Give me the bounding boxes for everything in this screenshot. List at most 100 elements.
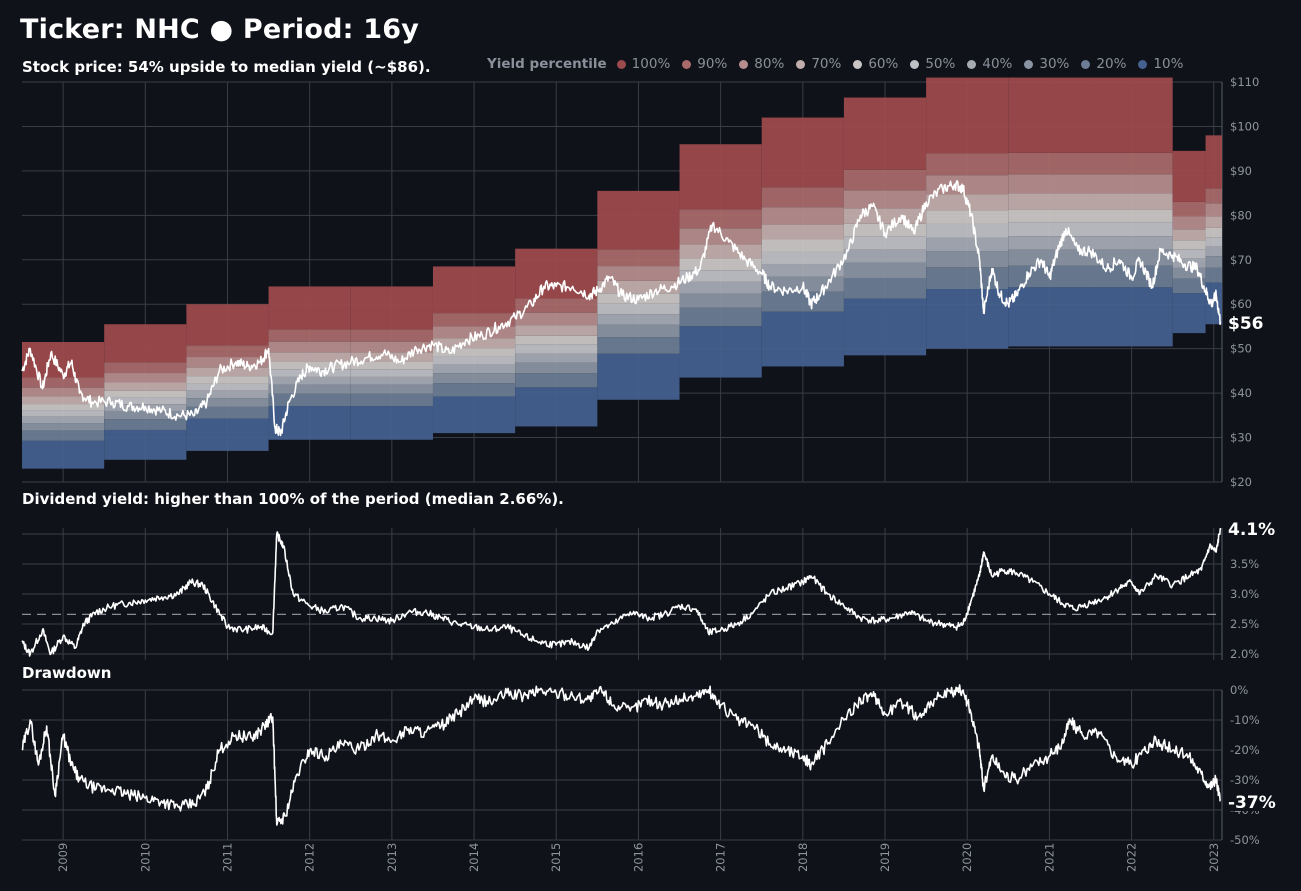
percentile-band [843, 262, 927, 278]
legend-label: 40% [982, 56, 1013, 72]
percentile-band [597, 303, 680, 315]
last-value-bg [1226, 789, 1274, 811]
percentile-band [104, 382, 187, 391]
y-tick-label: $20 [1230, 475, 1252, 489]
legend-item: 40% [967, 56, 1012, 72]
percentile-band [186, 376, 269, 384]
x-tick-label: 2015 [549, 843, 563, 872]
x-tick-label: 2012 [303, 843, 317, 872]
last-value-label: 4.1% [1228, 520, 1275, 540]
percentile-band [515, 387, 598, 427]
percentile-band [432, 364, 516, 374]
percentile-band [22, 387, 105, 397]
legend-dot-icon [616, 59, 626, 69]
percentile-band [350, 369, 433, 377]
percentile-band [432, 326, 516, 339]
percentile-band [186, 398, 269, 407]
legend-dot-icon [739, 59, 749, 69]
percentile-band [104, 362, 187, 374]
percentile-band [515, 335, 598, 345]
percentile-band [22, 416, 105, 424]
percentile-band [597, 249, 680, 267]
percentile-band [104, 390, 187, 398]
percentile-band [268, 286, 351, 330]
legend-dot-icon [682, 59, 692, 69]
yield-panel-subtitle: Dividend yield: higher than 100% of the … [22, 490, 564, 508]
percentile-band [1090, 222, 1173, 237]
percentile-band [268, 361, 351, 370]
percentile-band [761, 251, 844, 265]
yield-line [21, 527, 1222, 657]
percentile-band [432, 356, 516, 365]
percentile-band [104, 419, 187, 430]
percentile-band [926, 251, 1009, 268]
percentile-band [597, 190, 680, 250]
legend-dot-icon [1024, 59, 1034, 69]
percentile-band [350, 384, 433, 394]
percentile-band [104, 410, 187, 420]
percentile-band [515, 248, 598, 299]
legend-label: 10% [1153, 56, 1184, 72]
percentile-band [761, 207, 844, 225]
drawdown-line [21, 684, 1221, 826]
x-tick-label: 2023 [1207, 843, 1221, 872]
y-tick-label: -50% [1230, 833, 1260, 847]
legend-item: 30% [1024, 56, 1069, 72]
legend-dot-icon [1081, 59, 1091, 69]
percentile-band [926, 223, 1009, 238]
percentile-band [350, 361, 433, 370]
legend-item: 80% [739, 56, 784, 72]
percentile-band [843, 97, 927, 170]
percentile-band [1205, 267, 1222, 283]
percentile-band [1205, 246, 1222, 257]
percentile-band [761, 291, 844, 312]
y-tick-label: 0% [1230, 683, 1248, 697]
percentile-band [268, 376, 351, 385]
percentile-band [432, 396, 516, 434]
y-tick-label: -20% [1230, 743, 1260, 757]
percentile-band [926, 153, 1009, 176]
percentile-band [1008, 249, 1091, 266]
percentile-band [22, 396, 105, 405]
percentile-band [926, 267, 1009, 290]
percentile-band [268, 369, 351, 377]
percentile-band [1172, 229, 1206, 241]
y-tick-label: $60 [1230, 297, 1252, 311]
percentile-band [1008, 174, 1091, 194]
chart-title: Ticker: NHC ● Period: 16y [20, 14, 420, 45]
percentile-band [515, 344, 598, 354]
percentile-band [1090, 152, 1173, 175]
legend-dot-icon [1138, 59, 1148, 69]
percentile-band [350, 329, 433, 342]
last-value-label: -37% [1228, 793, 1276, 813]
percentile-band [432, 383, 516, 397]
percentile-band [432, 348, 516, 357]
last-value-bg [1226, 516, 1274, 538]
legend-label: 20% [1096, 56, 1127, 72]
percentile-band [1090, 193, 1173, 210]
percentile-band [761, 117, 844, 188]
percentile-band [1172, 249, 1206, 259]
percentile-band [843, 208, 927, 224]
percentile-band [22, 430, 105, 441]
percentile-band [432, 266, 516, 314]
x-tick-label: 2010 [138, 843, 152, 872]
percentile-band [679, 293, 762, 308]
percentile-band [22, 404, 105, 411]
percentile-band [104, 324, 187, 363]
percentile-band [268, 352, 351, 362]
percentile-band [597, 353, 680, 400]
percentile-bands [22, 77, 1222, 469]
percentile-band [350, 341, 433, 353]
percentile-band [926, 289, 1009, 349]
x-tick-label: 2018 [796, 843, 810, 872]
legend-item: 70% [796, 56, 841, 72]
y-tick-label: $80 [1230, 208, 1252, 222]
percentile-band [1205, 237, 1222, 247]
percentile-band [515, 353, 598, 363]
percentile-band [597, 337, 680, 354]
percentile-band [22, 377, 105, 388]
percentile-band [679, 326, 762, 378]
percentile-band [104, 429, 187, 460]
